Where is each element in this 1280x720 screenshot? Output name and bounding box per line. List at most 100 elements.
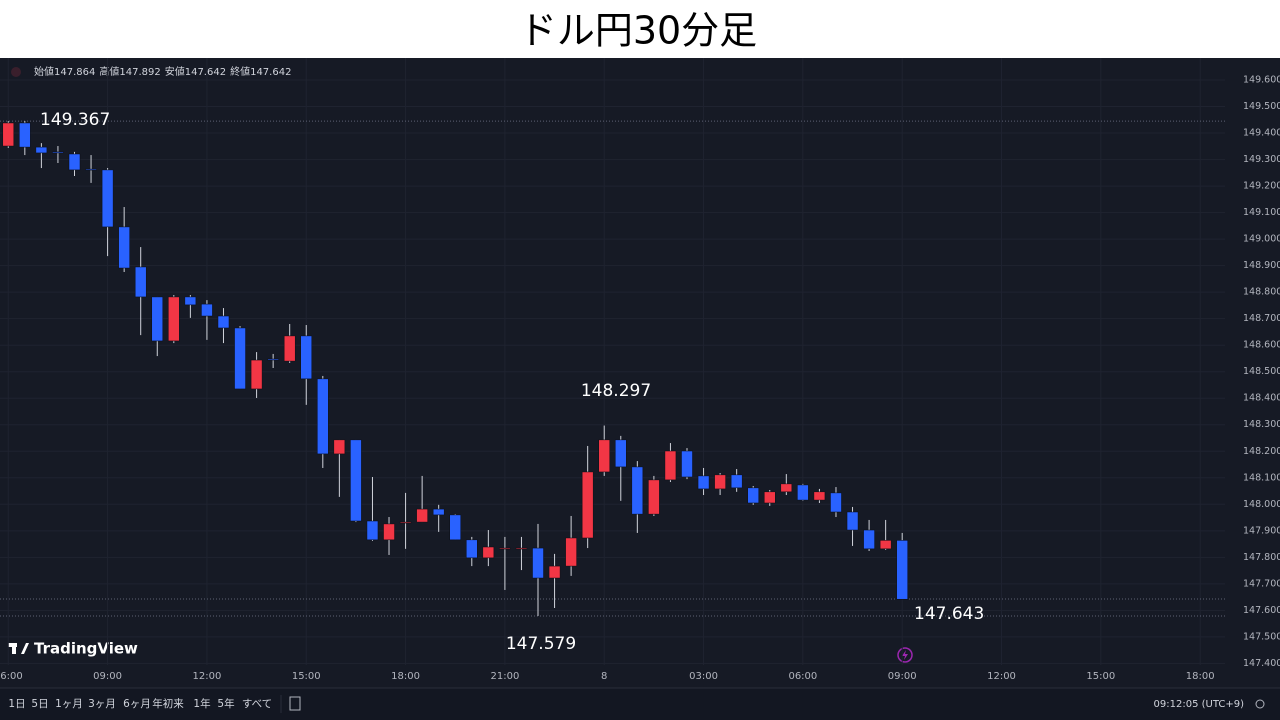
y-tick-label: 149.600 <box>1243 75 1280 86</box>
x-tick-label: 09:00 <box>93 671 122 682</box>
candle-body <box>631 466 644 515</box>
candles <box>2 121 908 616</box>
x-tick-label: 12:00 <box>987 671 1016 682</box>
range-button[interactable]: 1日 <box>8 698 25 710</box>
y-tick-label: 149.500 <box>1243 101 1280 112</box>
y-tick-label: 149.300 <box>1243 154 1280 165</box>
candle-body <box>35 146 48 154</box>
ohlc-value: 147.892 <box>119 67 160 78</box>
range-button[interactable]: 1年 <box>193 697 210 710</box>
candle-body <box>830 492 842 513</box>
price-annotation: 147.643 <box>914 604 984 624</box>
candle-body <box>267 358 279 361</box>
y-tick-label: 149.000 <box>1243 234 1280 245</box>
range-button[interactable]: 3ヶ月 <box>88 698 116 710</box>
candle-body <box>118 226 130 269</box>
x-tick-label: 15:00 <box>1086 671 1115 682</box>
candle-body <box>449 514 461 541</box>
candle-body <box>317 378 329 455</box>
price-annotation: 149.367 <box>40 110 110 130</box>
clock: 09:12:05 (UTC+9) <box>1154 699 1245 710</box>
y-tick-label: 148.700 <box>1243 313 1280 324</box>
candle-body <box>68 153 81 171</box>
ohlc-label: 終値 <box>230 65 250 78</box>
candle-body <box>482 546 495 559</box>
candle-body <box>747 487 759 504</box>
candle-body <box>681 450 693 478</box>
range-button[interactable]: 6ヶ月 <box>123 698 151 710</box>
candle-body <box>780 483 793 493</box>
y-tick-label: 149.200 <box>1243 181 1280 192</box>
ohlc-label: 安値 <box>165 65 185 78</box>
x-tick-label: 09:00 <box>888 671 917 682</box>
chart-title: ドル円30分足 <box>519 9 757 53</box>
toolbar <box>0 688 1280 720</box>
y-tick-label: 147.800 <box>1243 552 1280 563</box>
candle-body <box>85 168 97 171</box>
y-tick-label: 149.100 <box>1243 207 1280 218</box>
y-tick-label: 148.100 <box>1243 472 1280 483</box>
range-button[interactable]: すべて <box>242 698 272 710</box>
y-tick-label: 148.500 <box>1243 366 1280 377</box>
candle-body <box>201 303 213 317</box>
y-tick-label: 148.800 <box>1243 287 1280 298</box>
candle-body <box>168 296 180 342</box>
y-tick-label: 147.400 <box>1243 658 1280 669</box>
event-icon <box>897 647 913 663</box>
candle-body <box>234 327 246 390</box>
candle-body <box>863 529 875 550</box>
range-button[interactable]: 5年 <box>217 697 234 710</box>
ohlc-header: 始値147.864 高値147.892 安値147.642 終値147.642 <box>34 65 291 78</box>
candle-body <box>879 540 892 550</box>
candle-body <box>383 523 395 541</box>
candle-body <box>581 471 594 539</box>
date-range-icon[interactable] <box>289 696 301 711</box>
ohlc-value: 147.864 <box>54 67 95 78</box>
ohlc-label: 始値 <box>34 65 54 78</box>
y-tick-label: 148.000 <box>1243 499 1280 510</box>
y-tick-label: 147.500 <box>1243 631 1280 642</box>
candle-body <box>896 540 908 600</box>
candle-body <box>52 151 64 154</box>
price-annotation: 147.579 <box>506 634 576 654</box>
candle-body <box>101 169 114 228</box>
candle-body <box>416 508 428 523</box>
price-annotation: 148.297 <box>581 381 651 401</box>
range-button[interactable]: 年初来 <box>152 697 184 710</box>
x-tick-label: 8 <box>601 671 607 682</box>
candle-body <box>764 491 776 504</box>
y-tick-label: 147.700 <box>1243 578 1280 589</box>
settings-icon[interactable] <box>1255 699 1265 709</box>
candle-body <box>598 439 610 473</box>
y-tick-label: 148.400 <box>1243 393 1280 404</box>
y-tick-label: 149.400 <box>1243 128 1280 139</box>
candle-body <box>565 537 577 567</box>
ohlc-label: 高値 <box>99 65 119 78</box>
x-tick-label: 12:00 <box>193 671 222 682</box>
x-tick-label: 15:00 <box>292 671 321 682</box>
candle-body <box>432 508 445 516</box>
candle-body <box>648 479 660 515</box>
candle-body <box>532 547 544 579</box>
candle-body <box>813 491 826 501</box>
candle-body <box>2 122 15 147</box>
candle-body <box>217 315 230 329</box>
candle-body <box>283 335 296 362</box>
ohlc-value: 147.642 <box>250 67 291 78</box>
logo-mark <box>21 643 29 654</box>
logo-mark <box>12 643 16 654</box>
candle-body <box>151 296 164 342</box>
candle-body <box>846 511 859 531</box>
x-tick-label: 18:00 <box>1186 671 1215 682</box>
y-tick-label: 148.900 <box>1243 260 1280 271</box>
candle-body <box>134 266 147 298</box>
event-icon-bolt <box>902 650 908 660</box>
range-button[interactable]: 1ヶ月 <box>55 698 83 710</box>
range-button[interactable]: 5日 <box>31 698 48 710</box>
y-tick-label: 147.600 <box>1243 605 1280 616</box>
logo-text: TradingView <box>34 640 138 658</box>
candle-body <box>548 565 561 579</box>
candle-body <box>399 521 412 524</box>
candle-body <box>797 484 809 501</box>
